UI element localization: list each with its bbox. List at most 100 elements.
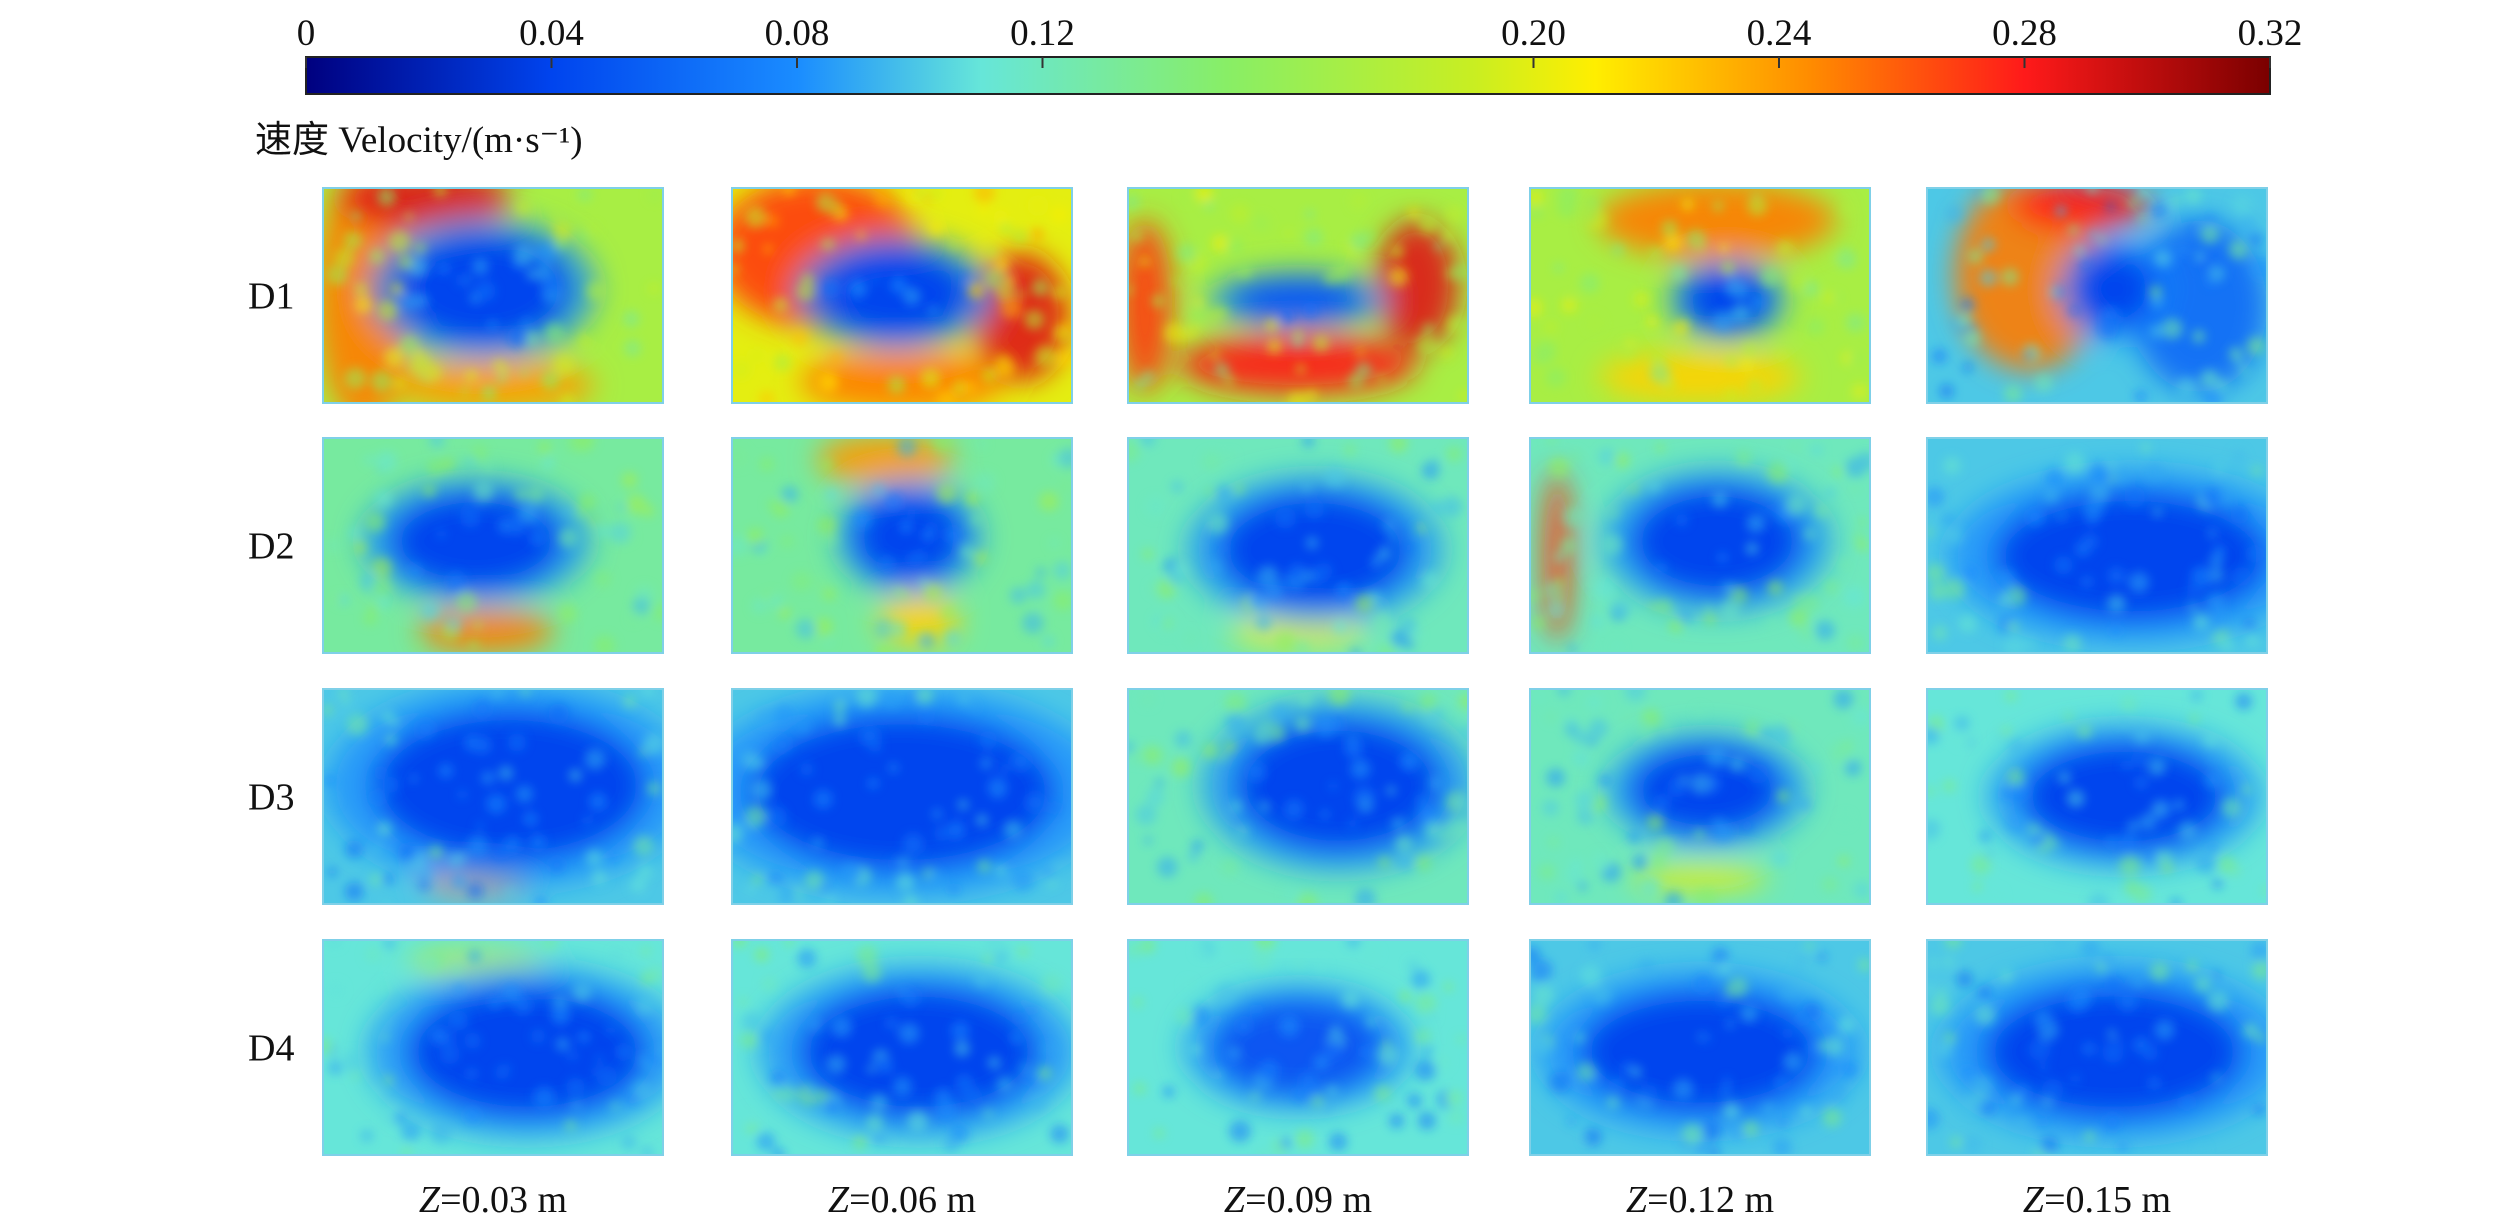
speckle-texture	[732, 438, 1072, 653]
high-velocity-region	[817, 438, 953, 486]
panel-border	[1529, 688, 1871, 905]
panel-border	[1926, 437, 2268, 654]
panel-border	[1127, 437, 1469, 654]
colorbar: 0 0.04 0.08 0.12 0.20 0.24 0.28 0.32 速度 Velocit…	[255, 13, 2302, 161]
panel-border	[1926, 187, 2268, 404]
panel-border	[731, 437, 1073, 654]
speckle-texture	[323, 940, 663, 1155]
panel-border	[322, 688, 664, 905]
panel-border	[1529, 437, 1871, 654]
speckle-texture	[323, 689, 663, 904]
panel-border	[322, 187, 664, 404]
velocity-panel-d3-col5	[1926, 688, 2268, 905]
column-label-z-2: Z=0.06 m	[828, 1179, 976, 1221]
high-velocity-region	[391, 360, 595, 403]
panel-border	[1127, 688, 1469, 905]
low-velocity-core	[820, 250, 970, 337]
panel-border	[731, 187, 1073, 404]
high-velocity-region	[418, 610, 555, 653]
velocity-panel-d3-col3	[1127, 688, 1469, 905]
velocity-panel-d1-col4	[1529, 187, 1871, 404]
panel-grid	[322, 187, 2268, 1156]
velocity-panel-d1-col3	[1127, 187, 1469, 404]
high-velocity-region	[1954, 188, 2104, 371]
speckle-texture	[1927, 689, 2267, 904]
column-labels: Z=0.03 m Z=0.06 m Z=0.09 m Z=0.12 m Z=0.15 m	[419, 1179, 2171, 1221]
speckle-texture	[1931, 188, 2267, 403]
panel-border	[1926, 688, 2268, 905]
panel-border	[731, 688, 1073, 905]
velocity-panel-d2-col3	[1127, 437, 1469, 654]
velocity-panel-d4-col5	[1926, 939, 2268, 1156]
low-velocity-core	[2073, 250, 2155, 328]
colorbar-title: 速度 Velocity/(m·s⁻¹)	[255, 119, 583, 161]
colorbar-tick-label: 0.04	[519, 13, 584, 54]
speckle-texture	[732, 188, 1072, 403]
velocity-panel-d4-col4	[1529, 939, 1871, 1156]
colorbar-tick-label: 0.24	[1747, 13, 1812, 54]
column-label-z-1: Z=0.03 m	[419, 1179, 567, 1221]
low-velocity-core	[800, 987, 1038, 1117]
row-labels: D1 D2 D3 D4	[248, 276, 294, 1070]
speckle-texture	[1128, 438, 1463, 653]
velocity-panel-d2-col4	[1529, 437, 1871, 654]
speckle-texture	[1128, 188, 1468, 403]
low-velocity-core	[1632, 487, 1802, 595]
speckle-texture	[1927, 940, 2267, 1155]
speckle-texture	[732, 940, 1070, 1155]
velocity-panel-d2-col1	[322, 437, 664, 654]
panel-border	[1926, 939, 2268, 1156]
panel-border	[1127, 187, 1469, 404]
velocity-panel-d3-col1	[322, 688, 664, 905]
velocity-panel-d4-col1	[322, 939, 664, 1156]
high-velocity-region	[2012, 188, 2148, 231]
colorbar-tick-label: 0.28	[1992, 13, 2057, 54]
panel-border	[731, 939, 1073, 1156]
low-velocity-core	[1236, 721, 1441, 851]
velocity-panel-d3-col2	[731, 688, 1073, 905]
speckle-texture	[1128, 940, 1466, 1155]
colorbar-tick-label: 0.20	[1501, 13, 1566, 54]
low-velocity-core	[1230, 278, 1366, 322]
row-label-d1: D1	[248, 276, 294, 318]
colorbar-ticks: 0 0.04 0.08 0.12 0.20 0.24 0.28 0.32	[297, 13, 2303, 68]
panel-border	[322, 939, 664, 1156]
column-label-z-3: Z=0.09 m	[1224, 1179, 1372, 1221]
column-label-z-5: Z=0.15 m	[2023, 1179, 2171, 1221]
velocity-panel-d1-col2	[731, 187, 1073, 404]
low-velocity-core	[854, 493, 964, 580]
speckle-texture	[1530, 438, 1870, 653]
velocity-panel-d1-col5	[1926, 187, 2268, 404]
low-velocity-core	[2022, 742, 2227, 851]
panel-border	[1529, 939, 1871, 1156]
low-velocity-core	[749, 714, 1055, 870]
velocity-panel-d2-col5	[1926, 437, 2268, 654]
row-label-d4: D4	[248, 1028, 294, 1070]
velocity-panel-d1-col1	[322, 187, 664, 404]
column-label-z-4: Z=0.12 m	[1626, 1179, 1774, 1221]
speckle-texture	[326, 438, 663, 653]
high-velocity-region	[1598, 188, 1836, 259]
colorbar-tick-label: 0	[297, 13, 316, 54]
panel-border	[1127, 939, 1469, 1156]
low-velocity-core	[374, 710, 646, 861]
colorbar-bar	[305, 56, 2271, 95]
speckle-texture	[732, 689, 1065, 904]
high-velocity-region	[1128, 220, 1173, 393]
speckle-texture	[1530, 940, 1870, 1155]
colorbar-tick-label: 0.08	[765, 13, 830, 54]
row-label-d3: D3	[248, 777, 294, 819]
colorbar-tick-label: 0.12	[1010, 13, 1075, 54]
velocity-panel-d4-col3	[1127, 939, 1469, 1156]
low-velocity-core	[1581, 991, 1819, 1112]
speckle-texture	[1128, 689, 1468, 904]
speckle-texture	[326, 188, 662, 403]
row-label-d2: D2	[248, 526, 294, 568]
velocity-panel-d4-col2	[731, 939, 1073, 1156]
low-velocity-core	[1213, 1000, 1383, 1095]
colorbar-tick-label: 0.32	[2238, 13, 2303, 54]
velocity-panel-d3-col4	[1529, 688, 1871, 905]
panel-border	[1529, 187, 1871, 404]
speckle-texture	[1927, 443, 2262, 653]
